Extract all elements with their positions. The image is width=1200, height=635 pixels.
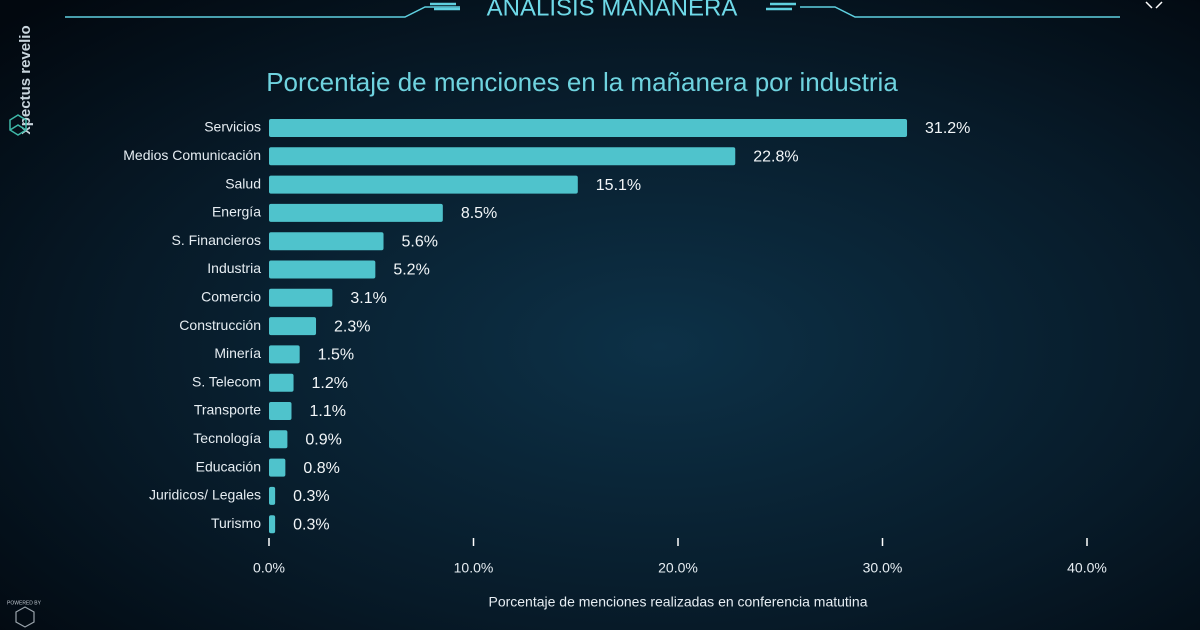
y-tick-label: S. Telecom (192, 373, 261, 389)
value-label: 15.1% (596, 177, 641, 194)
value-label: 8.5% (461, 205, 497, 222)
value-label: 5.6% (402, 233, 438, 250)
y-tick-label: Juridicos/ Legales (149, 487, 261, 503)
bar (269, 373, 294, 392)
value-label: 1.2% (312, 375, 348, 392)
x-tick-label: 0.0% (253, 560, 285, 576)
y-tick-label: Medios Comunicación (123, 147, 261, 163)
value-label: 3.1% (350, 290, 386, 307)
bar (269, 515, 276, 534)
bar (269, 288, 333, 307)
bar (269, 175, 578, 194)
value-label: 0.3% (293, 488, 329, 505)
collapse-icon[interactable] (1145, 1, 1163, 9)
value-label: 22.8% (753, 149, 798, 166)
value-label: 0.3% (293, 516, 329, 533)
bar (269, 430, 288, 449)
x-tick-label: 20.0% (658, 560, 698, 576)
y-tick-label: Industria (207, 260, 261, 276)
y-tick-label: Construcción (179, 317, 261, 333)
y-tick-label: Educación (196, 458, 261, 474)
bar (269, 486, 276, 505)
header-frame (65, 6, 1120, 18)
powered-icon (15, 606, 35, 628)
bar (269, 119, 908, 137)
y-tick-label: Transporte (194, 402, 261, 418)
x-tick-label: 30.0% (863, 560, 903, 576)
value-label: 1.5% (318, 347, 354, 364)
y-tick-label: Minería (214, 345, 261, 361)
y-tick-label: S. Financieros (172, 232, 261, 248)
x-axis-label: Porcentaje de menciones realizadas en co… (488, 594, 867, 610)
x-tick-label: 10.0% (454, 560, 494, 576)
brand-logo: xpectus revelio (17, 25, 34, 134)
value-label: 0.9% (305, 432, 341, 449)
y-tick-label: Salud (225, 175, 261, 191)
powered-by: POWERED BY (7, 600, 42, 606)
chart-title: Porcentaje de menciones en la mañanera p… (266, 67, 898, 97)
value-label: 31.2% (925, 120, 970, 137)
bar (269, 458, 286, 477)
y-tick-label: Turismo (211, 515, 261, 531)
bar (269, 260, 376, 279)
bar (269, 232, 384, 251)
value-label: 5.2% (393, 262, 429, 279)
brand-icon (9, 114, 27, 136)
value-label: 1.1% (309, 403, 345, 420)
value-label: 2.3% (334, 318, 370, 335)
y-tick-label: Comercio (201, 289, 261, 305)
value-label: 0.8% (303, 460, 339, 477)
y-tick-label: Tecnología (193, 430, 261, 446)
bar (269, 345, 300, 364)
bar (269, 317, 317, 336)
y-tick-label: Servicios (204, 119, 261, 135)
y-tick-label: Energía (212, 204, 261, 220)
header-deco (430, 2, 796, 11)
header-title: ANALISIS MAÑANERA (487, 0, 738, 21)
bar (269, 203, 443, 222)
x-tick-label: 40.0% (1067, 560, 1107, 576)
bar (269, 402, 292, 420)
bar (269, 147, 736, 166)
